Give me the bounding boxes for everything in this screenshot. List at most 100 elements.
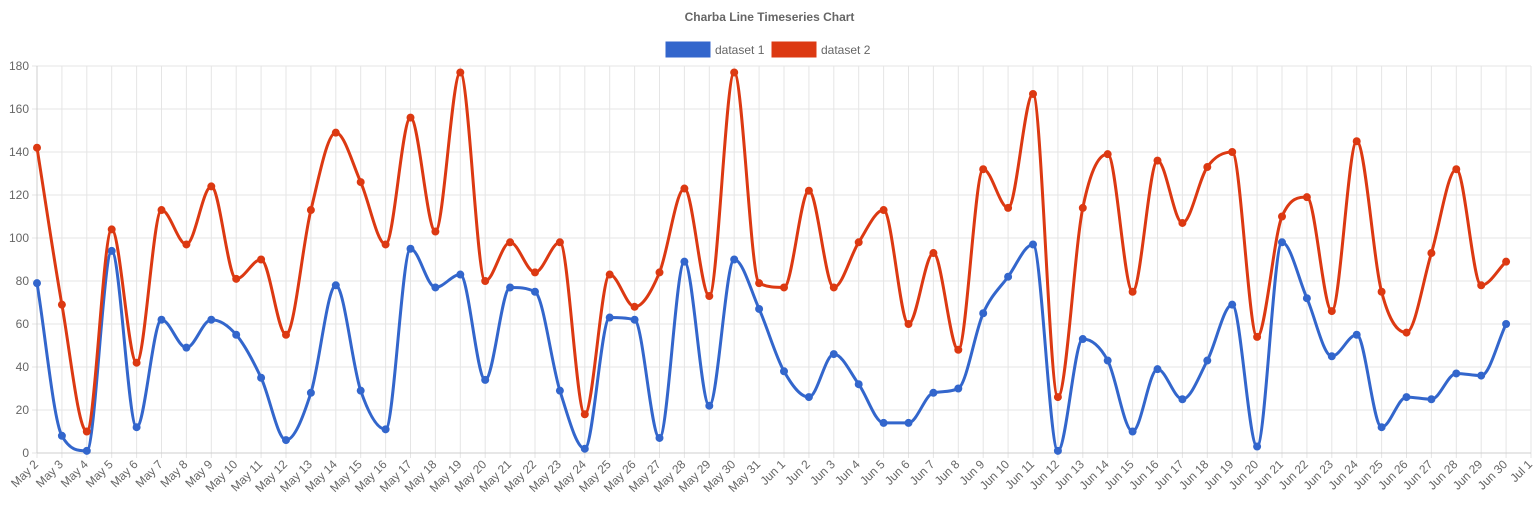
data-point-dataset-2[interactable] <box>630 302 639 311</box>
data-point-dataset-2[interactable] <box>57 300 66 309</box>
data-point-dataset-1[interactable] <box>1452 369 1461 378</box>
data-point-dataset-1[interactable] <box>1327 352 1336 361</box>
data-point-dataset-2[interactable] <box>580 410 589 419</box>
data-point-dataset-1[interactable] <box>1427 395 1436 404</box>
data-point-dataset-2[interactable] <box>1203 163 1212 172</box>
data-point-dataset-2[interactable] <box>1377 287 1386 296</box>
data-point-dataset-1[interactable] <box>506 283 515 292</box>
data-point-dataset-2[interactable] <box>1078 203 1087 212</box>
data-point-dataset-1[interactable] <box>1004 272 1013 281</box>
data-point-dataset-2[interactable] <box>655 268 664 277</box>
legend-item-dataset-2[interactable]: dataset 2 <box>771 41 871 58</box>
data-point-dataset-2[interactable] <box>1153 156 1162 165</box>
data-point-dataset-1[interactable] <box>481 375 490 384</box>
data-point-dataset-1[interactable] <box>854 380 863 389</box>
data-point-dataset-1[interactable] <box>605 313 614 322</box>
data-point-dataset-1[interactable] <box>331 281 340 290</box>
data-point-dataset-2[interactable] <box>356 178 365 187</box>
data-point-dataset-2[interactable] <box>406 113 415 122</box>
data-point-dataset-1[interactable] <box>456 270 465 279</box>
data-point-dataset-1[interactable] <box>1228 300 1237 309</box>
data-point-dataset-2[interactable] <box>804 186 813 195</box>
data-point-dataset-1[interactable] <box>780 367 788 376</box>
data-point-dataset-1[interactable] <box>381 425 390 434</box>
data-point-dataset-1[interactable] <box>431 283 440 292</box>
data-point-dataset-2[interactable] <box>1278 212 1286 221</box>
data-point-dataset-2[interactable] <box>431 227 440 236</box>
data-point-dataset-2[interactable] <box>1178 218 1187 227</box>
data-point-dataset-2[interactable] <box>1477 281 1486 290</box>
data-point-dataset-2[interactable] <box>257 255 266 264</box>
data-point-dataset-2[interactable] <box>132 358 141 367</box>
data-point-dataset-1[interactable] <box>356 386 365 395</box>
data-point-dataset-1[interactable] <box>829 350 838 359</box>
data-point-dataset-2[interactable] <box>954 345 963 354</box>
data-point-dataset-1[interactable] <box>879 418 888 427</box>
data-point-dataset-2[interactable] <box>1402 328 1411 337</box>
data-point-dataset-2[interactable] <box>331 128 340 137</box>
data-point-dataset-2[interactable] <box>33 143 41 152</box>
data-point-dataset-1[interactable] <box>555 386 564 395</box>
data-point-dataset-2[interactable] <box>755 279 764 288</box>
data-point-dataset-1[interactable] <box>954 384 963 393</box>
data-point-dataset-2[interactable] <box>979 165 988 174</box>
data-point-dataset-1[interactable] <box>680 257 689 266</box>
data-point-dataset-2[interactable] <box>1004 203 1013 212</box>
data-point-dataset-2[interactable] <box>306 206 315 215</box>
data-point-dataset-2[interactable] <box>1029 89 1037 98</box>
data-point-dataset-1[interactable] <box>1278 238 1286 247</box>
data-point-dataset-2[interactable] <box>1053 393 1062 402</box>
data-point-dataset-1[interactable] <box>580 444 589 453</box>
data-point-dataset-2[interactable] <box>1228 148 1237 156</box>
data-point-dataset-1[interactable] <box>182 343 191 352</box>
data-point-dataset-2[interactable] <box>157 206 166 215</box>
data-point-dataset-1[interactable] <box>755 304 764 313</box>
data-point-dataset-1[interactable] <box>57 431 66 440</box>
data-point-dataset-1[interactable] <box>1477 371 1486 380</box>
data-point-dataset-1[interactable] <box>655 433 664 442</box>
data-point-dataset-1[interactable] <box>132 423 141 432</box>
data-point-dataset-2[interactable] <box>506 238 515 247</box>
data-point-dataset-2[interactable] <box>481 277 490 285</box>
data-point-dataset-2[interactable] <box>82 427 91 436</box>
data-point-dataset-2[interactable] <box>1327 307 1336 316</box>
legend-item-dataset-1[interactable]: dataset 1 <box>665 41 765 58</box>
data-point-dataset-1[interactable] <box>207 315 216 324</box>
data-point-dataset-1[interactable] <box>630 315 639 324</box>
data-point-dataset-2[interactable] <box>555 238 564 247</box>
data-point-dataset-1[interactable] <box>1253 442 1262 451</box>
data-point-dataset-1[interactable] <box>232 330 241 339</box>
data-point-dataset-2[interactable] <box>282 330 290 339</box>
data-point-dataset-2[interactable] <box>207 182 216 191</box>
data-point-dataset-1[interactable] <box>1178 395 1187 404</box>
data-point-dataset-1[interactable] <box>1078 335 1087 344</box>
data-point-dataset-1[interactable] <box>1352 330 1361 339</box>
data-point-dataset-1[interactable] <box>107 246 116 255</box>
data-point-dataset-1[interactable] <box>1103 356 1112 365</box>
data-point-dataset-1[interactable] <box>257 373 266 382</box>
data-point-dataset-2[interactable] <box>730 68 739 77</box>
data-point-dataset-1[interactable] <box>82 446 91 455</box>
data-point-dataset-1[interactable] <box>730 255 739 264</box>
data-point-dataset-2[interactable] <box>1427 249 1436 258</box>
data-point-dataset-1[interactable] <box>531 287 539 296</box>
data-point-dataset-2[interactable] <box>829 283 838 292</box>
data-point-dataset-2[interactable] <box>605 270 614 279</box>
data-point-dataset-1[interactable] <box>1377 423 1386 432</box>
data-point-dataset-2[interactable] <box>381 240 390 249</box>
data-point-dataset-1[interactable] <box>1402 393 1411 402</box>
data-point-dataset-2[interactable] <box>182 240 191 249</box>
data-point-dataset-1[interactable] <box>282 436 290 445</box>
data-point-dataset-1[interactable] <box>1302 294 1311 303</box>
data-point-dataset-1[interactable] <box>157 315 166 324</box>
data-point-dataset-2[interactable] <box>904 320 913 328</box>
data-point-dataset-1[interactable] <box>1053 446 1062 455</box>
data-point-dataset-1[interactable] <box>929 388 938 397</box>
data-point-dataset-2[interactable] <box>879 206 888 215</box>
data-point-dataset-2[interactable] <box>854 238 863 247</box>
data-point-dataset-2[interactable] <box>705 292 714 301</box>
data-point-dataset-2[interactable] <box>107 225 116 234</box>
data-point-dataset-1[interactable] <box>406 244 415 253</box>
data-point-dataset-1[interactable] <box>1153 365 1162 374</box>
data-point-dataset-1[interactable] <box>804 393 813 402</box>
